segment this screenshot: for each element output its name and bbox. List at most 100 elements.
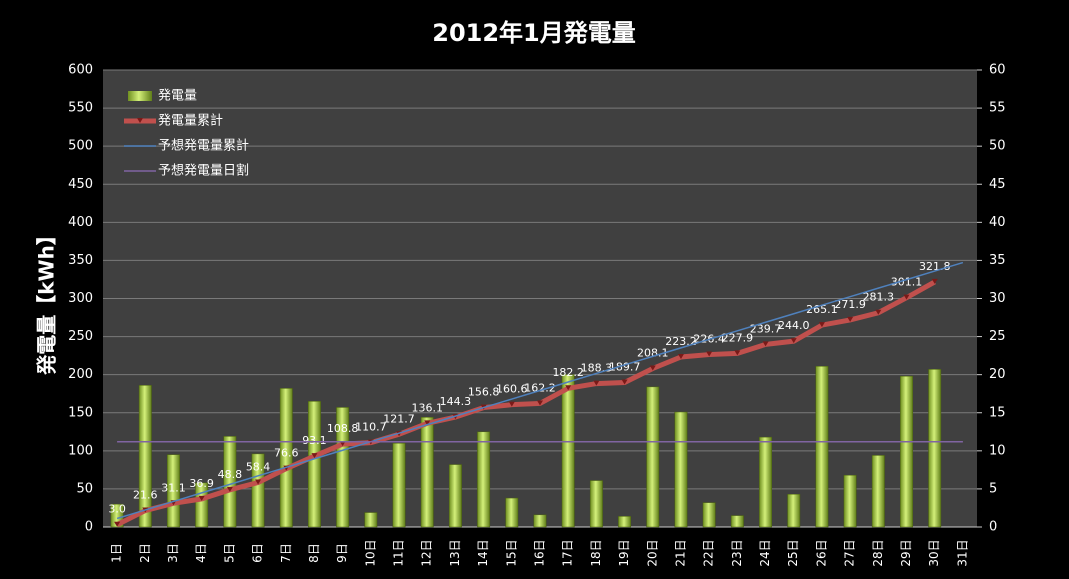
bar: [251, 453, 265, 528]
data-label: 58.4: [246, 461, 271, 474]
x-tick-label: 22日: [702, 539, 716, 566]
data-label: 189.7: [609, 361, 641, 374]
bar: [505, 497, 519, 528]
y2-tick-label: 20: [989, 367, 1006, 382]
bar: [392, 442, 406, 528]
bar: [279, 388, 293, 528]
data-label: 36.9: [189, 477, 214, 490]
y-tick-label: 100: [68, 443, 93, 458]
x-tick-label: 19日: [617, 539, 631, 566]
data-label: 265.1: [806, 303, 838, 316]
legend-label: 発電量累計: [158, 113, 223, 129]
y2-tick-label: 40: [989, 215, 1006, 230]
data-label: 108.8: [327, 422, 359, 435]
x-tick-label: 8日: [307, 543, 321, 563]
data-label: 93.1: [302, 434, 327, 447]
x-tick-label: 29日: [899, 539, 913, 566]
data-label: 244.0: [778, 319, 810, 332]
line: [116, 261, 964, 520]
data-label: 31.1: [161, 481, 186, 494]
bar: [167, 454, 180, 528]
x-tick-label: 21日: [673, 539, 687, 566]
marker: [762, 341, 769, 347]
y-tick-label: 300: [68, 291, 93, 306]
y2-tick-label: 60: [989, 63, 1006, 78]
x-tick-label: 11日: [392, 539, 406, 566]
y2-tick-label: 5: [989, 481, 997, 496]
data-label: 156.8: [468, 386, 500, 399]
y-tick-label: 50: [76, 481, 93, 496]
bar: [561, 374, 575, 528]
y2-tick-label: 55: [989, 101, 1006, 116]
x-tick-label: 5日: [222, 543, 236, 563]
marker: [508, 401, 515, 407]
y-tick-label: 600: [68, 63, 93, 78]
x-tick-label: 30日: [927, 539, 941, 566]
marker: [875, 309, 882, 315]
y-tick-label: 150: [68, 405, 93, 420]
data-label: 21.6: [133, 489, 158, 502]
data-label: 3.0: [108, 503, 126, 516]
y2-tick-label: 30: [989, 291, 1006, 306]
data-label: 281.3: [863, 291, 895, 304]
data-label: 144.3: [440, 395, 472, 408]
bar: [448, 464, 462, 528]
marker: [677, 353, 684, 359]
y2-tick-label: 35: [989, 253, 1006, 268]
x-tick-label: 25日: [786, 539, 800, 566]
legend-label: 予想発電量日割: [158, 163, 249, 179]
marker: [255, 479, 262, 485]
bar: [674, 411, 688, 528]
bar: [364, 512, 378, 528]
x-tick-label: 6日: [251, 543, 265, 563]
marker: [311, 453, 318, 459]
x-tick-label: 13日: [448, 539, 462, 566]
x-tick-label: 1日: [110, 543, 124, 563]
bar: [420, 417, 434, 528]
data-label: 136.1: [411, 401, 443, 414]
bar: [618, 516, 632, 528]
bar: [928, 369, 942, 528]
marker: [649, 365, 656, 371]
x-tick-label: 16日: [533, 539, 547, 566]
data-label: 121.7: [383, 412, 415, 425]
bar: [759, 436, 773, 528]
bar: [730, 515, 744, 528]
marker: [226, 486, 233, 492]
bar: [589, 480, 603, 528]
data-label: 271.9: [834, 298, 866, 311]
data-label: 48.8: [218, 468, 243, 481]
bar: [138, 385, 152, 528]
data-label: 110.7: [355, 421, 387, 434]
y-tick-label: 350: [68, 253, 93, 268]
x-tick-label: 2日: [138, 543, 152, 563]
marker: [706, 351, 713, 357]
y-tick-label: 250: [68, 329, 93, 344]
x-tick-label: 10日: [363, 539, 377, 566]
legend-label: 発電量: [158, 89, 197, 104]
y2-tick-label: 50: [989, 139, 1006, 154]
bar: [900, 375, 913, 528]
x-tick-label: 3日: [166, 543, 180, 563]
y2-tick-label: 15: [989, 405, 1006, 420]
bar: [843, 474, 857, 528]
x-tick-label: 26日: [814, 539, 828, 566]
marker: [593, 380, 600, 386]
data-label: 239.7: [750, 322, 782, 335]
data-label: 321.8: [919, 260, 951, 273]
x-tick-label: 7日: [279, 543, 293, 563]
legend-swatch: [128, 91, 152, 101]
bar: [533, 514, 547, 528]
data-label: 223.2: [665, 335, 697, 348]
x-tick-label: 20日: [645, 539, 659, 566]
data-label: 162.2: [524, 381, 556, 394]
y-tick-label: 0: [85, 520, 93, 535]
data-label: 208.1: [637, 346, 669, 359]
marker: [198, 495, 205, 501]
x-tick-label: 12日: [420, 539, 434, 566]
x-tick-label: 17日: [561, 539, 575, 566]
x-tick-label: 18日: [589, 539, 603, 566]
x-tick-label: 15日: [504, 539, 518, 566]
bar: [871, 455, 885, 528]
legend-marker: [137, 118, 143, 123]
